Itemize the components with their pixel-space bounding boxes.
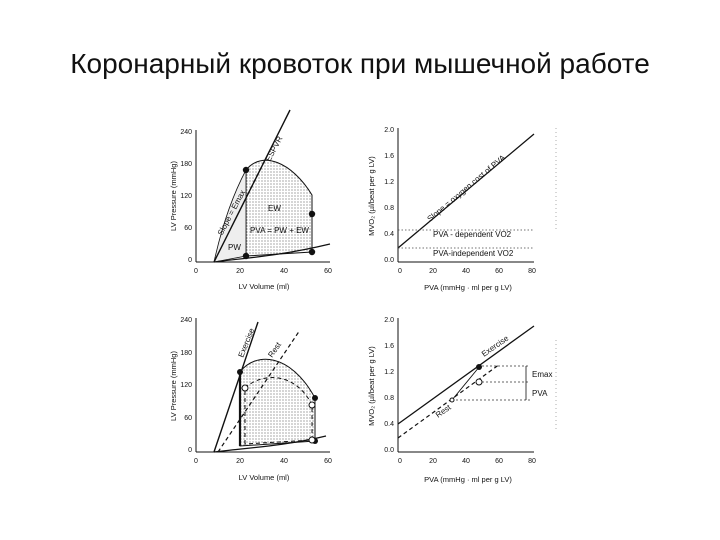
edpvr-curve (213, 243, 331, 263)
y-tick-label: 0.8 (384, 205, 394, 212)
pva-label: PVA (532, 389, 548, 398)
y-tick-label: 0.4 (384, 231, 394, 238)
x-tick-label: 0 (398, 458, 402, 465)
x-tick-label: 60 (495, 458, 503, 465)
rest-line (397, 363, 501, 439)
rest-label: Rest (266, 340, 283, 359)
x-axis-label: PVA (mmHg · ml per g LV) (424, 283, 512, 292)
data-point (308, 210, 316, 218)
y-tick-label: 1.6 (384, 153, 394, 160)
x-tick-label: 60 (324, 268, 332, 275)
y-tick-label: 240 (180, 129, 192, 136)
mvo2-pva-line (397, 133, 535, 249)
data-point (312, 395, 318, 401)
x-tick-label: 20 (236, 458, 244, 465)
pva-label: PVA = PW + EW (250, 226, 309, 235)
y-axis-label: LV Pressure (mmHg) (169, 161, 178, 231)
y-tick-label: 0.0 (384, 257, 394, 264)
x-tick-label: 60 (324, 458, 332, 465)
x-tick-label: 40 (280, 458, 288, 465)
exercise-espvr (213, 321, 259, 453)
x-axis-label: PVA (mmHg · ml per g LV) (424, 475, 512, 484)
y-axis-label: LV Pressure (mmHg) (169, 351, 178, 421)
y-tick-label: 240 (180, 317, 192, 324)
data-point (476, 364, 482, 370)
y-tick-label: 180 (180, 350, 192, 357)
panel-top-left: 240 180 120 60 0 0 20 40 60 LV Volume (m… (169, 109, 332, 291)
rest-espvr (217, 329, 301, 453)
y-tick-label: 0.0 (384, 447, 394, 454)
data-point (449, 397, 455, 403)
slide-title: Коронарный кровоток при мышечной работе (70, 48, 650, 79)
x-tick-label: 40 (462, 268, 470, 275)
x-tick-label: 0 (194, 268, 198, 275)
y-tick-label: 60 (184, 225, 192, 232)
y-tick-label: 0 (188, 447, 192, 454)
y-tick-label: 0 (188, 257, 192, 264)
y-axis-label: MVO₂ (µl/beat per g LV) (367, 346, 376, 426)
x-tick-label: 40 (462, 458, 470, 465)
panel-bottom-right: 2.0 1.6 1.2 0.8 0.4 0.0 0 20 40 60 80 PV… (367, 317, 557, 484)
pva-independent-label: PVA-independent VO2 (433, 249, 514, 258)
espvr-line (213, 109, 291, 263)
data-point (242, 166, 250, 174)
x-tick-label: 40 (280, 268, 288, 275)
emax-label: Emax (532, 370, 552, 379)
x-axis-label: LV Volume (ml) (239, 473, 290, 482)
y-axis-label: MVO₂ (µl/beat per g LV) (367, 156, 376, 236)
exercise-line (397, 325, 535, 425)
ew-region (245, 159, 313, 257)
panel-bottom-left: 240 180 120 60 0 0 20 40 60 LV Volume (m… (169, 317, 332, 482)
x-tick-label: 20 (429, 458, 437, 465)
x-tick-label: 80 (528, 268, 536, 275)
rest-label: Rest (434, 402, 453, 419)
x-axis-label: LV Volume (ml) (239, 282, 290, 291)
data-point (308, 436, 316, 444)
data-point (308, 401, 316, 409)
slope-label: Slope = oxygen cost of PVA (426, 153, 508, 224)
y-tick-label: 120 (180, 382, 192, 389)
espvr-label: ESPVR (264, 135, 285, 163)
x-tick-label: 60 (495, 268, 503, 275)
x-tick-label: 0 (194, 458, 198, 465)
data-point (475, 378, 483, 386)
y-tick-label: 0.4 (384, 421, 394, 428)
panel-top-right: 2.0 1.6 1.2 0.8 0.4 0.0 0 20 40 60 80 PV… (367, 127, 557, 292)
y-tick-label: 1.2 (384, 369, 394, 376)
pw-label: PW (228, 243, 241, 252)
y-tick-label: 180 (180, 161, 192, 168)
y-tick-label: 1.6 (384, 343, 394, 350)
data-point (308, 248, 316, 256)
y-tick-label: 1.2 (384, 179, 394, 186)
data-point (242, 252, 250, 260)
x-tick-label: 0 (398, 268, 402, 275)
data-point (237, 369, 243, 375)
y-tick-label: 60 (184, 415, 192, 422)
x-tick-label: 20 (236, 268, 244, 275)
x-tick-label: 80 (528, 458, 536, 465)
data-point (241, 384, 249, 392)
exercise-label: Exercise (237, 326, 257, 358)
y-tick-label: 0.8 (384, 395, 394, 402)
y-tick-label: 2.0 (384, 317, 394, 324)
ew-label: EW (268, 204, 281, 213)
y-tick-label: 120 (180, 193, 192, 200)
y-tick-label: 2.0 (384, 127, 394, 134)
x-tick-label: 20 (429, 268, 437, 275)
pva-dependent-label: PVA - dependent VO2 (433, 230, 512, 239)
